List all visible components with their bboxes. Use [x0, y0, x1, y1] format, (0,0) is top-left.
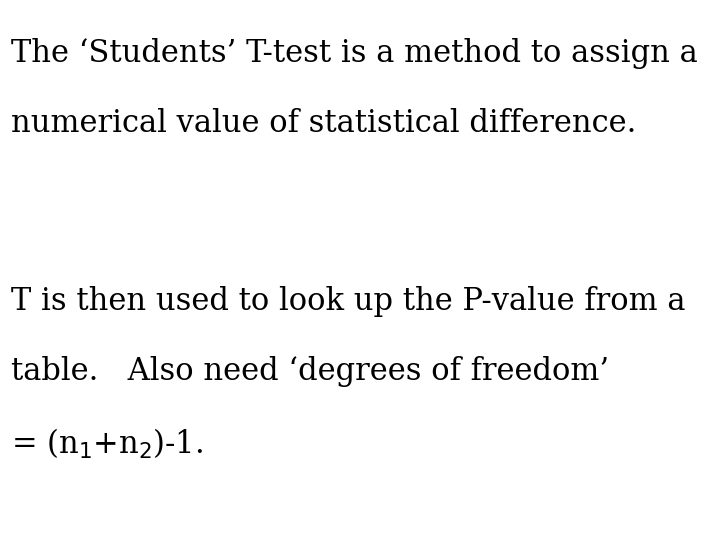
Text: numerical value of statistical difference.: numerical value of statistical differenc…: [11, 108, 636, 139]
Text: = (n$_1$+n$_2$)-1.: = (n$_1$+n$_2$)-1.: [11, 427, 203, 461]
Text: The ‘Students’ T-test is a method to assign a: The ‘Students’ T-test is a method to ass…: [11, 38, 698, 69]
Text: table.   Also need ‘degrees of freedom’: table. Also need ‘degrees of freedom’: [11, 356, 609, 387]
Text: T is then used to look up the P-value from a: T is then used to look up the P-value fr…: [11, 286, 685, 317]
